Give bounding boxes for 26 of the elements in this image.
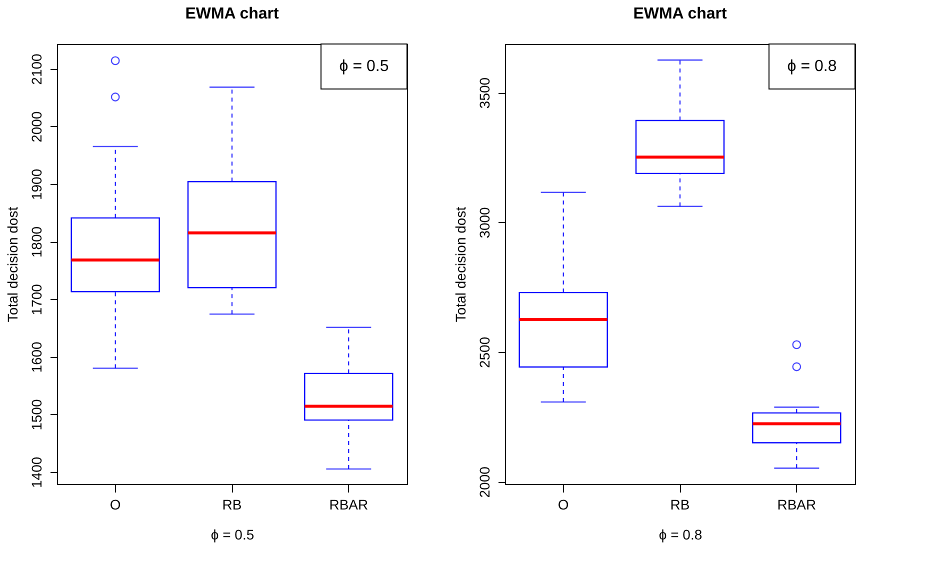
y-tick-label: 1800: [28, 226, 44, 258]
x-tick-label: O: [558, 496, 569, 512]
annotation: ϕ = 0.8: [787, 58, 837, 75]
y-tick-label: 2100: [28, 53, 44, 85]
x-tick-label: RB: [670, 496, 690, 512]
y-tick-label: 2000: [28, 111, 44, 142]
x-tick-label: RB: [222, 496, 242, 512]
y-tick-label: 3500: [476, 77, 492, 109]
y-tick-label: 1700: [28, 284, 44, 316]
y-tick-label: 1900: [28, 168, 44, 200]
y-axis-title: Total decision dost: [452, 206, 468, 322]
chart-title: EWMA chart: [633, 6, 728, 22]
annotation: ϕ = 0.5: [339, 58, 389, 75]
chart-title: EWMA chart: [185, 6, 280, 22]
x-tick-label: RBAR: [777, 496, 816, 512]
x-tick-label: RBAR: [329, 496, 368, 512]
y-tick-label: 2500: [476, 336, 492, 368]
y-tick-label: 1400: [28, 456, 44, 488]
y-tick-label: 3000: [476, 206, 492, 238]
y-tick-label: 1600: [28, 341, 44, 373]
x-tick-label: O: [110, 496, 121, 512]
x-axis-title: ϕ = 0.8: [658, 526, 702, 542]
x-axis-title: ϕ = 0.5: [210, 526, 254, 542]
y-tick-label: 1500: [28, 399, 44, 430]
y-axis-title: Total decision dost: [4, 206, 20, 322]
y-tick-label: 2000: [476, 466, 492, 498]
